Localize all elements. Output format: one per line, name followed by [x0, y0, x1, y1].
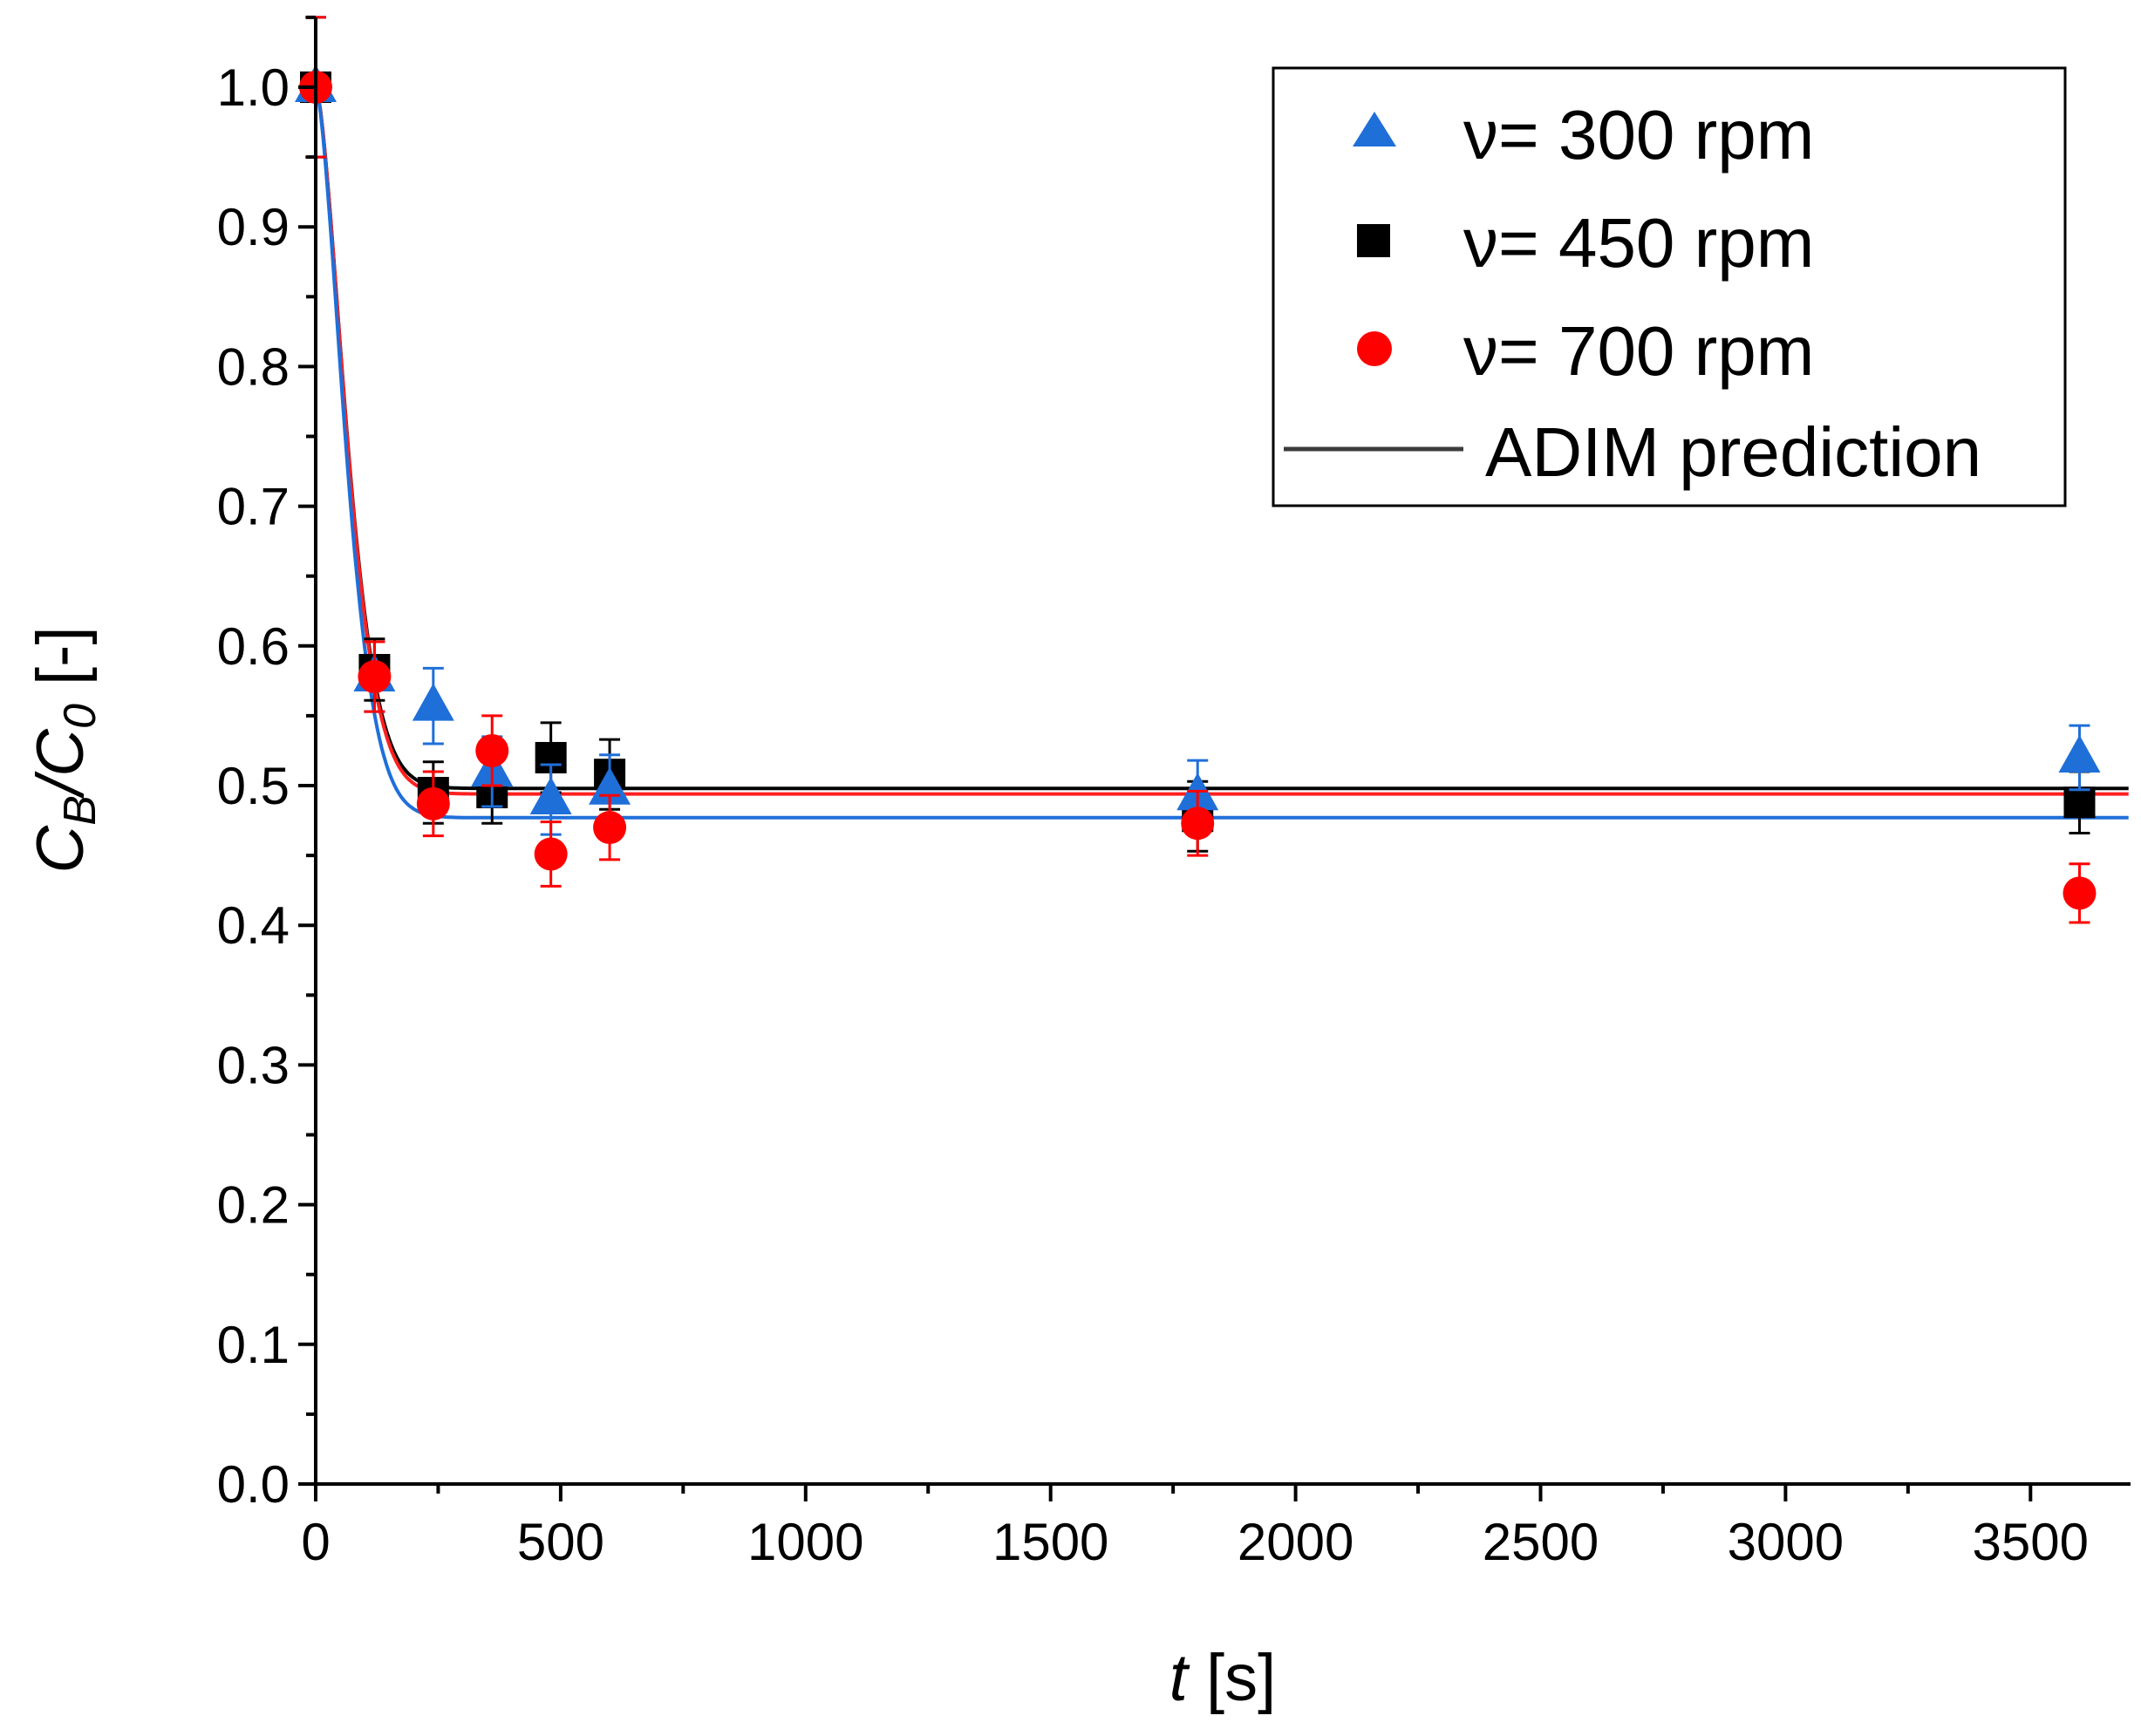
- y-tick-label: 0.3: [217, 1036, 290, 1094]
- legend-box: [1272, 66, 2067, 507]
- y-axis-title: CB/C0 [-]: [24, 626, 106, 873]
- legend-marker-circle: [1357, 331, 1392, 366]
- x-tick-label: 0: [301, 1513, 330, 1571]
- x-tick-label: 2500: [1483, 1513, 1599, 1571]
- data-point-circle: [475, 733, 509, 767]
- legend-label-300: ν= 300 rpm: [1463, 96, 1814, 174]
- y-axis-title-unit: [-]: [24, 626, 98, 704]
- data-point-triangle: [412, 683, 454, 721]
- y-tick-label: 0.2: [217, 1176, 290, 1235]
- y-tick-label: 0.7: [217, 478, 290, 536]
- x-axis-title: t [s]: [1169, 1641, 1276, 1715]
- y-axis-title-c1: C: [24, 825, 98, 874]
- x-tick-label: 500: [517, 1513, 604, 1571]
- legend-label-700: ν= 700 rpm: [1463, 312, 1814, 390]
- data-point-circle: [416, 786, 450, 820]
- legend-label-450: ν= 450 rpm: [1463, 204, 1814, 282]
- y-tick-label: 0.6: [217, 617, 290, 676]
- y-tick-label: 0.0: [217, 1455, 290, 1514]
- x-tick-label: 2000: [1238, 1513, 1353, 1571]
- y-tick-label: 0.9: [217, 198, 290, 256]
- data-point-circle: [2063, 876, 2097, 910]
- y-tick-label: 0.4: [217, 896, 290, 955]
- data-point-circle: [534, 837, 568, 871]
- legend-marker-triangle: [1353, 112, 1396, 146]
- x-tick-label: 1500: [992, 1513, 1108, 1571]
- y-tick-label: 0.1: [217, 1316, 290, 1374]
- legend-label-adim: ADIM prediction: [1485, 413, 1981, 491]
- data-point-circle: [358, 660, 392, 694]
- legend-marker-square: [1357, 224, 1390, 257]
- y-axis-title-sub1: B: [55, 795, 106, 826]
- data-point-square: [2063, 786, 2096, 819]
- x-tick-label: 3500: [1973, 1513, 2089, 1571]
- data-point-triangle: [529, 777, 572, 815]
- data-point-circle: [593, 811, 627, 845]
- y-axis-title-c2: /C: [24, 728, 98, 800]
- axes: [314, 17, 2131, 1486]
- y-axis-title-sub2: 0: [55, 704, 106, 729]
- legend: ν= 300 rpm ν= 450 rpm ν= 700 rpm ADIM pr…: [1272, 66, 2067, 507]
- axis-ticks: 0.0 0.1 0.2 0.3 0.4 0.5 0.6 0.7 0.8 0.9 1.0 0 500 100…: [217, 15, 2089, 1571]
- y-tick-label: 1.0: [217, 58, 290, 117]
- y-tick-label: 0.5: [217, 757, 290, 815]
- y-tick-label: 0.8: [217, 337, 290, 396]
- data-point-triangle: [2058, 734, 2101, 773]
- x-tick-label: 1000: [747, 1513, 863, 1571]
- x-axis-title-unit: [s]: [1188, 1641, 1276, 1715]
- data-point-circle: [1181, 807, 1215, 841]
- x-tick-label: 3000: [1728, 1513, 1844, 1571]
- x-axis-title-var: t: [1169, 1641, 1190, 1715]
